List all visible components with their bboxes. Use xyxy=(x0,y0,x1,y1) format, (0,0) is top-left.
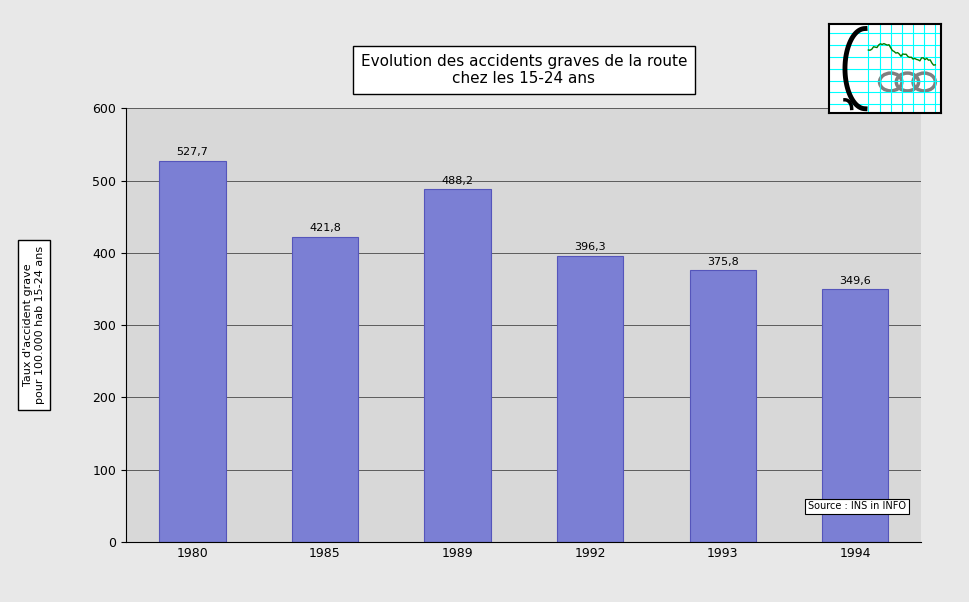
Text: Taux d'accident grave
pour 100.000 hab 15-24 ans: Taux d'accident grave pour 100.000 hab 1… xyxy=(23,246,45,404)
Bar xyxy=(292,237,358,542)
Text: Source : INS in INFO: Source : INS in INFO xyxy=(807,501,905,512)
Bar xyxy=(821,289,888,542)
Text: 375,8: 375,8 xyxy=(706,256,737,267)
Bar xyxy=(556,255,622,542)
Bar xyxy=(689,270,755,542)
Text: 349,6: 349,6 xyxy=(838,276,870,285)
Bar xyxy=(159,161,225,542)
Text: 421,8: 421,8 xyxy=(309,223,340,234)
Text: 488,2: 488,2 xyxy=(441,176,473,185)
Bar xyxy=(423,189,490,542)
Text: 527,7: 527,7 xyxy=(176,147,208,157)
Text: 396,3: 396,3 xyxy=(574,242,606,252)
Title: Evolution des accidents graves de la route
chez les 15-24 ans: Evolution des accidents graves de la rou… xyxy=(360,54,686,86)
